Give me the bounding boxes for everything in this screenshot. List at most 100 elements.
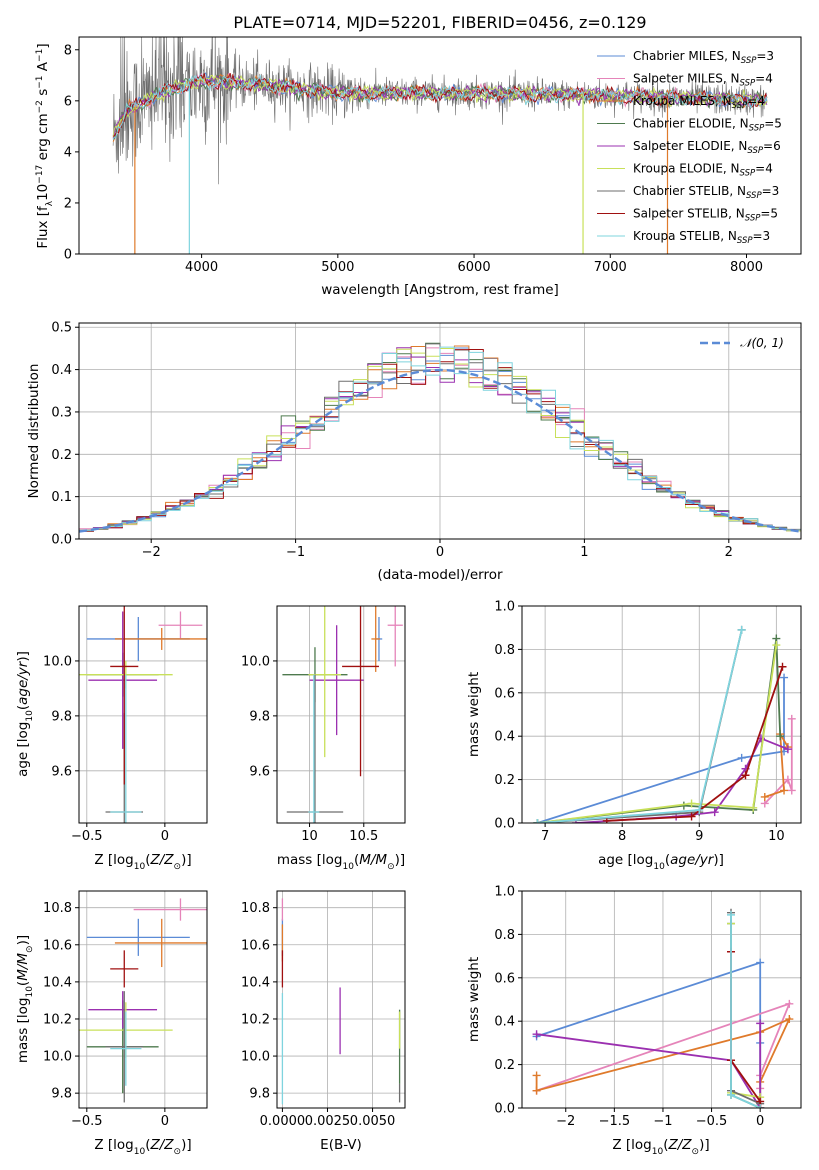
x-tick-label: 5000 <box>321 260 354 275</box>
x-tick-label: 1 <box>580 545 588 560</box>
plot-area <box>79 342 801 533</box>
y-tick-label: 10.8 <box>241 901 270 916</box>
y-tick-label: 0 <box>64 248 72 263</box>
x-tick-label: 10 <box>768 829 785 844</box>
x-tick-label: 6000 <box>458 260 491 275</box>
mass-weight-point <box>772 641 781 650</box>
x-axis-label: E(B-V) <box>320 1137 362 1153</box>
mass-weight-line <box>764 718 793 805</box>
legend-entry-label: Salpeter ELODIE, NSSP=6 <box>633 139 781 156</box>
y-tick-label: 0.5 <box>51 321 72 336</box>
mass-weight-line <box>537 629 743 823</box>
y-tick-label: 0.0 <box>494 817 515 832</box>
mass-weight-point <box>780 673 789 682</box>
mass-weight-point <box>776 732 785 741</box>
legend-entry-label: Salpeter STELIB, NSSP=5 <box>633 207 778 224</box>
mass-weight-point <box>783 745 792 754</box>
mass-weight-point <box>737 625 746 634</box>
y-tick-label: 0.6 <box>494 686 515 701</box>
x-tick-label: 0 <box>756 1114 764 1129</box>
y-tick-label: 9.8 <box>249 1087 270 1102</box>
mass-weight-line <box>730 912 761 1105</box>
y-tick-label: 1.0 <box>494 885 515 900</box>
y-tick-label: 9.6 <box>51 764 72 779</box>
x-axis-label: mass [log10(M/M⊙)] <box>277 852 405 872</box>
plot-area <box>79 898 207 1103</box>
y-tick-label: 10.2 <box>241 1012 270 1027</box>
mass-weight-point <box>710 808 719 817</box>
x-tick-label: −1 <box>653 1114 672 1129</box>
mass-weight-point <box>778 662 787 671</box>
y-tick-label: 1.0 <box>494 600 515 615</box>
x-axis-label: age [log10(age/yr)] <box>598 852 724 872</box>
mass-weight-point <box>749 803 758 812</box>
x-tick-label: −0.5 <box>696 1114 728 1129</box>
mass-weight-point <box>532 1071 541 1080</box>
x-tick-label: 0 <box>161 829 169 844</box>
mass-weight-point <box>783 775 792 784</box>
y-tick-label: 10.4 <box>43 975 72 990</box>
legend-entry-label: Salpeter MILES, NSSP=4 <box>633 72 773 89</box>
axes-residuals: −2 −1 0 1 2 0.0 0.1 0.2 0.3 0.4 0.5 𝒩(0, 1) (data-mo… <box>26 321 802 583</box>
mass-weight-line <box>730 923 761 1099</box>
x-tick-label: 7 <box>541 829 549 844</box>
y-tick-label: 2 <box>64 196 72 211</box>
y-axis-label: Normed distribution <box>26 364 42 499</box>
x-axis-label: wavelength [Angstrom, rest frame] <box>321 282 559 298</box>
y-axis-label: age [log10(age/yr)] <box>15 651 35 777</box>
axes-frame <box>78 605 208 824</box>
y-axis-label: mass weight <box>466 672 482 757</box>
legend-entry-label: Kroupa ELODIE, NSSP=4 <box>633 162 773 179</box>
mass-weight-point <box>756 958 765 967</box>
mass-weight-line <box>536 961 762 1108</box>
x-tick-label: −0.5 <box>71 829 103 844</box>
x-tick-label: 7000 <box>594 260 627 275</box>
y-tick-label: 10.0 <box>241 654 270 669</box>
y-tick-label: 10.6 <box>241 938 270 953</box>
x-axis-label: Z [log10(Z/Z⊙)] <box>94 852 191 872</box>
x-tick-label: −2 <box>142 545 161 560</box>
mass-weight-point <box>737 753 746 762</box>
mass-weight-line <box>536 1023 762 1108</box>
mass-weight-point <box>787 714 796 723</box>
y-tick-label: 10.0 <box>241 1050 270 1065</box>
mass-weight-point <box>695 805 704 814</box>
x-tick-label: 0.0025 <box>305 1114 351 1129</box>
mass-weight-point <box>532 1030 541 1039</box>
y-tick-label: 0.4 <box>51 363 72 378</box>
plot-area <box>281 898 401 1105</box>
y-tick-label: 10.4 <box>241 975 270 990</box>
y-tick-label: 6 <box>64 94 72 109</box>
axes-spectrum: 4000 5000 6000 7000 8000 0 2 4 6 8 Chabrier MILES,… <box>35 36 802 298</box>
mass-weight-line <box>730 914 761 1108</box>
axes-frame <box>276 890 406 1109</box>
legend-entry-label: Chabrier STELIB, NSSP=3 <box>633 184 779 201</box>
mass-weight-line <box>606 666 784 822</box>
axes-massweight_vs_Z: −2 −1.5 −1 −0.5 0 0.0 0.2 0.4 0.6 0.8 1.0 mass weig… <box>466 885 802 1157</box>
axes-age_vs_Z: −0.5 0 9.6 9.8 10.0 Z [log10(Z/Z⊙)] age [log10… <box>15 605 208 872</box>
x-tick-label: 0 <box>436 545 444 560</box>
mass-weight-point <box>532 1086 541 1095</box>
normal-curve-line <box>79 368 801 533</box>
axes-frame <box>276 605 406 824</box>
mass-weight-point <box>787 786 796 795</box>
y-axis-label: mass [log10(M/M⊙)] <box>15 935 35 1063</box>
axes-frame <box>521 890 802 1109</box>
plot-area <box>532 908 794 1108</box>
x-tick-label: 8000 <box>730 260 763 275</box>
x-tick-label: 0 <box>161 1114 169 1129</box>
axes-frame <box>78 890 208 1109</box>
x-tick-label: 2 <box>725 545 733 560</box>
axes-frame <box>78 322 802 540</box>
y-tick-label: 4 <box>64 145 72 160</box>
spectrum-model-line <box>113 72 768 137</box>
mass-weight-point <box>727 910 736 919</box>
legend-entry-label: 𝒩(0, 1) <box>740 336 784 350</box>
legend-entry-label: Chabrier MILES, NSSP=3 <box>633 49 774 66</box>
mass-weight-line <box>537 677 785 823</box>
axes-frame <box>78 36 802 255</box>
mass-weight-point <box>687 799 696 808</box>
mass-weight-point <box>756 1019 765 1028</box>
y-axis-label: mass weight <box>466 957 482 1042</box>
y-tick-label: 0.3 <box>51 405 72 420</box>
